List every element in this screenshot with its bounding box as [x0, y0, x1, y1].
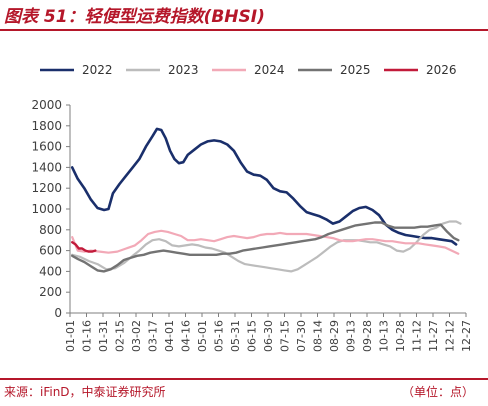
x-tick-label: 07-30: [295, 320, 308, 352]
x-tick-label: 10-28: [394, 320, 407, 352]
y-tick-label: 800: [39, 223, 62, 237]
legend: 2022 2023 2024 2025 2026: [40, 63, 457, 77]
x-tick-label: 12-27: [460, 320, 473, 352]
x-tick-label: 03-02: [130, 320, 143, 352]
y-tick-label: 400: [39, 264, 62, 278]
x-tick-label: 10-13: [378, 320, 391, 352]
series-line-2022: [70, 127, 458, 246]
legend-label-2024: 2024: [254, 63, 285, 77]
x-tick-label: 07-15: [279, 320, 292, 352]
series-line-2025: [71, 221, 460, 273]
x-tick-label: 12-12: [444, 320, 457, 352]
series-line-2024: [71, 229, 460, 255]
x-tick-label: 05-31: [229, 320, 242, 352]
legend-label-2025: 2025: [340, 63, 371, 77]
legend-label-2023: 2023: [168, 63, 199, 77]
x-tick-label: 01-16: [81, 320, 94, 352]
y-tick-label: 1800: [31, 119, 62, 133]
y-tick-label: 200: [39, 285, 62, 299]
y-tick-label: 1000: [31, 202, 62, 216]
x-tick-label: 02-15: [114, 320, 127, 352]
legend-label-2026: 2026: [426, 63, 457, 77]
x-tick-label: 08-14: [312, 320, 325, 352]
x-tick-label: 04-01: [163, 320, 176, 352]
x-tick-label: 06-15: [246, 320, 259, 352]
chart-title: 图表 51：轻便型运费指数(BHSI): [4, 7, 265, 27]
x-tick-label: 01-01: [64, 320, 77, 352]
axes: 0 200 400 600 800 1000 1200 1400 1600 1800 2000 01-…: [31, 98, 473, 352]
y-tick-label: 1400: [31, 160, 62, 174]
x-tick-label: 04-16: [180, 320, 193, 352]
footer-divider: [0, 378, 488, 380]
x-tick-label: 09-28: [361, 320, 374, 352]
source-note: 来源：iFinD，中泰证券研究所: [4, 385, 166, 399]
unit-note: （单位：点）: [401, 385, 474, 399]
y-tick-label: 2000: [31, 98, 62, 112]
series-line-2023: [71, 220, 462, 273]
x-tick-label: 05-16: [213, 320, 226, 352]
series-lines: [70, 127, 462, 273]
x-tick-label: 01-31: [97, 320, 110, 352]
legend-label-2022: 2022: [82, 63, 113, 77]
x-tick-label: 05-01: [196, 320, 209, 352]
y-tick-label: 1200: [31, 181, 62, 195]
x-tick-label: 03-17: [147, 320, 160, 352]
x-tick-label: 06-30: [262, 320, 275, 352]
title-divider: [0, 29, 488, 31]
y-tick-label: 0: [54, 306, 62, 320]
series-line-2026: [71, 241, 97, 253]
y-tick-label: 1600: [31, 140, 62, 154]
x-tick-label: 08-29: [328, 320, 341, 352]
x-tick-label: 11-12: [411, 320, 424, 352]
x-tick-label: 09-13: [345, 320, 358, 352]
y-tick-label: 600: [39, 244, 62, 258]
x-tick-label: 11-27: [427, 320, 440, 352]
